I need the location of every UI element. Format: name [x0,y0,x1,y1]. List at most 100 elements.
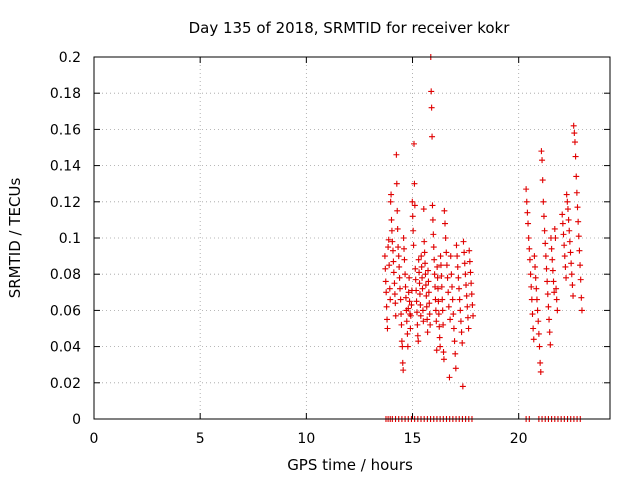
data-point [574,204,581,211]
data-point [414,321,421,328]
data-point [446,374,453,381]
data-point [531,253,538,260]
data-point [575,233,582,240]
data-point [573,173,580,180]
data-point [462,271,469,278]
data-point [386,285,393,292]
data-point [384,325,391,332]
data-point [385,236,392,243]
data-point [526,245,533,252]
data-point [542,240,549,247]
data-point [529,311,536,318]
data-point [452,350,459,357]
data-point [383,303,390,310]
data-point [568,271,575,278]
data-point [440,321,447,328]
data-point [535,318,542,325]
data-points [381,54,585,422]
data-point [419,307,426,314]
data-point [527,271,534,278]
data-point [524,209,531,216]
data-point [443,249,450,256]
data-point [547,341,554,348]
data-point [441,207,448,214]
axis-ticks [93,56,610,420]
data-point [463,292,470,299]
data-point [407,325,414,332]
data-point [430,231,437,238]
data-point [416,291,423,298]
y-tick-label: 0.02 [50,376,81,392]
y-tick-label: 0.08 [50,267,81,283]
data-point [568,260,575,267]
data-point [392,300,399,307]
data-point [387,296,394,303]
data-point [560,231,567,238]
data-point [383,289,390,296]
data-point [399,359,406,366]
data-point [414,332,421,339]
data-point [435,298,442,305]
data-point [387,198,394,205]
data-point [456,296,463,303]
data-point [444,274,451,281]
data-point [422,271,429,278]
data-point [528,296,535,303]
data-point [451,338,458,345]
data-point [436,323,443,330]
data-point [533,285,540,292]
data-point [554,307,561,314]
data-point [400,235,407,241]
data-point [418,263,425,270]
data-point [423,292,430,299]
data-point [396,263,403,270]
data-point [546,316,553,323]
data-point [566,238,573,245]
data-point [572,153,579,160]
data-point [454,263,461,270]
data-point [398,338,405,345]
x-tick-label: 20 [510,431,528,447]
data-point [421,238,428,245]
data-point [435,285,441,292]
data-point [543,265,550,272]
data-point [576,247,583,254]
data-point [394,207,401,214]
x-tick-label: 5 [196,431,205,447]
data-point [420,206,427,213]
data-point [561,253,568,260]
data-point [393,180,400,187]
data-point [385,244,392,251]
data-point [382,265,389,272]
data-point [567,249,574,256]
data-point [401,245,408,252]
data-point [427,321,434,328]
data-point [445,289,452,296]
data-point [388,227,395,234]
data-point [405,289,412,296]
data-point [399,343,406,350]
data-point [422,260,429,267]
data-point [437,253,444,260]
data-point [562,263,569,270]
data-point [426,300,433,307]
data-point [389,238,396,245]
data-point [411,140,418,147]
data-point [452,365,459,372]
data-point [539,177,546,184]
data-point [397,296,404,303]
data-point [437,262,444,269]
data-point [534,307,541,314]
grid [94,57,610,419]
data-point [455,274,462,281]
data-point [391,291,398,298]
data-point [395,253,402,260]
data-point [569,282,576,289]
data-point [429,202,436,209]
data-point [563,274,570,281]
data-point [402,294,409,301]
data-point [409,198,416,205]
data-point [418,253,425,260]
x-tick-label: 10 [297,431,315,447]
data-point [563,191,570,198]
